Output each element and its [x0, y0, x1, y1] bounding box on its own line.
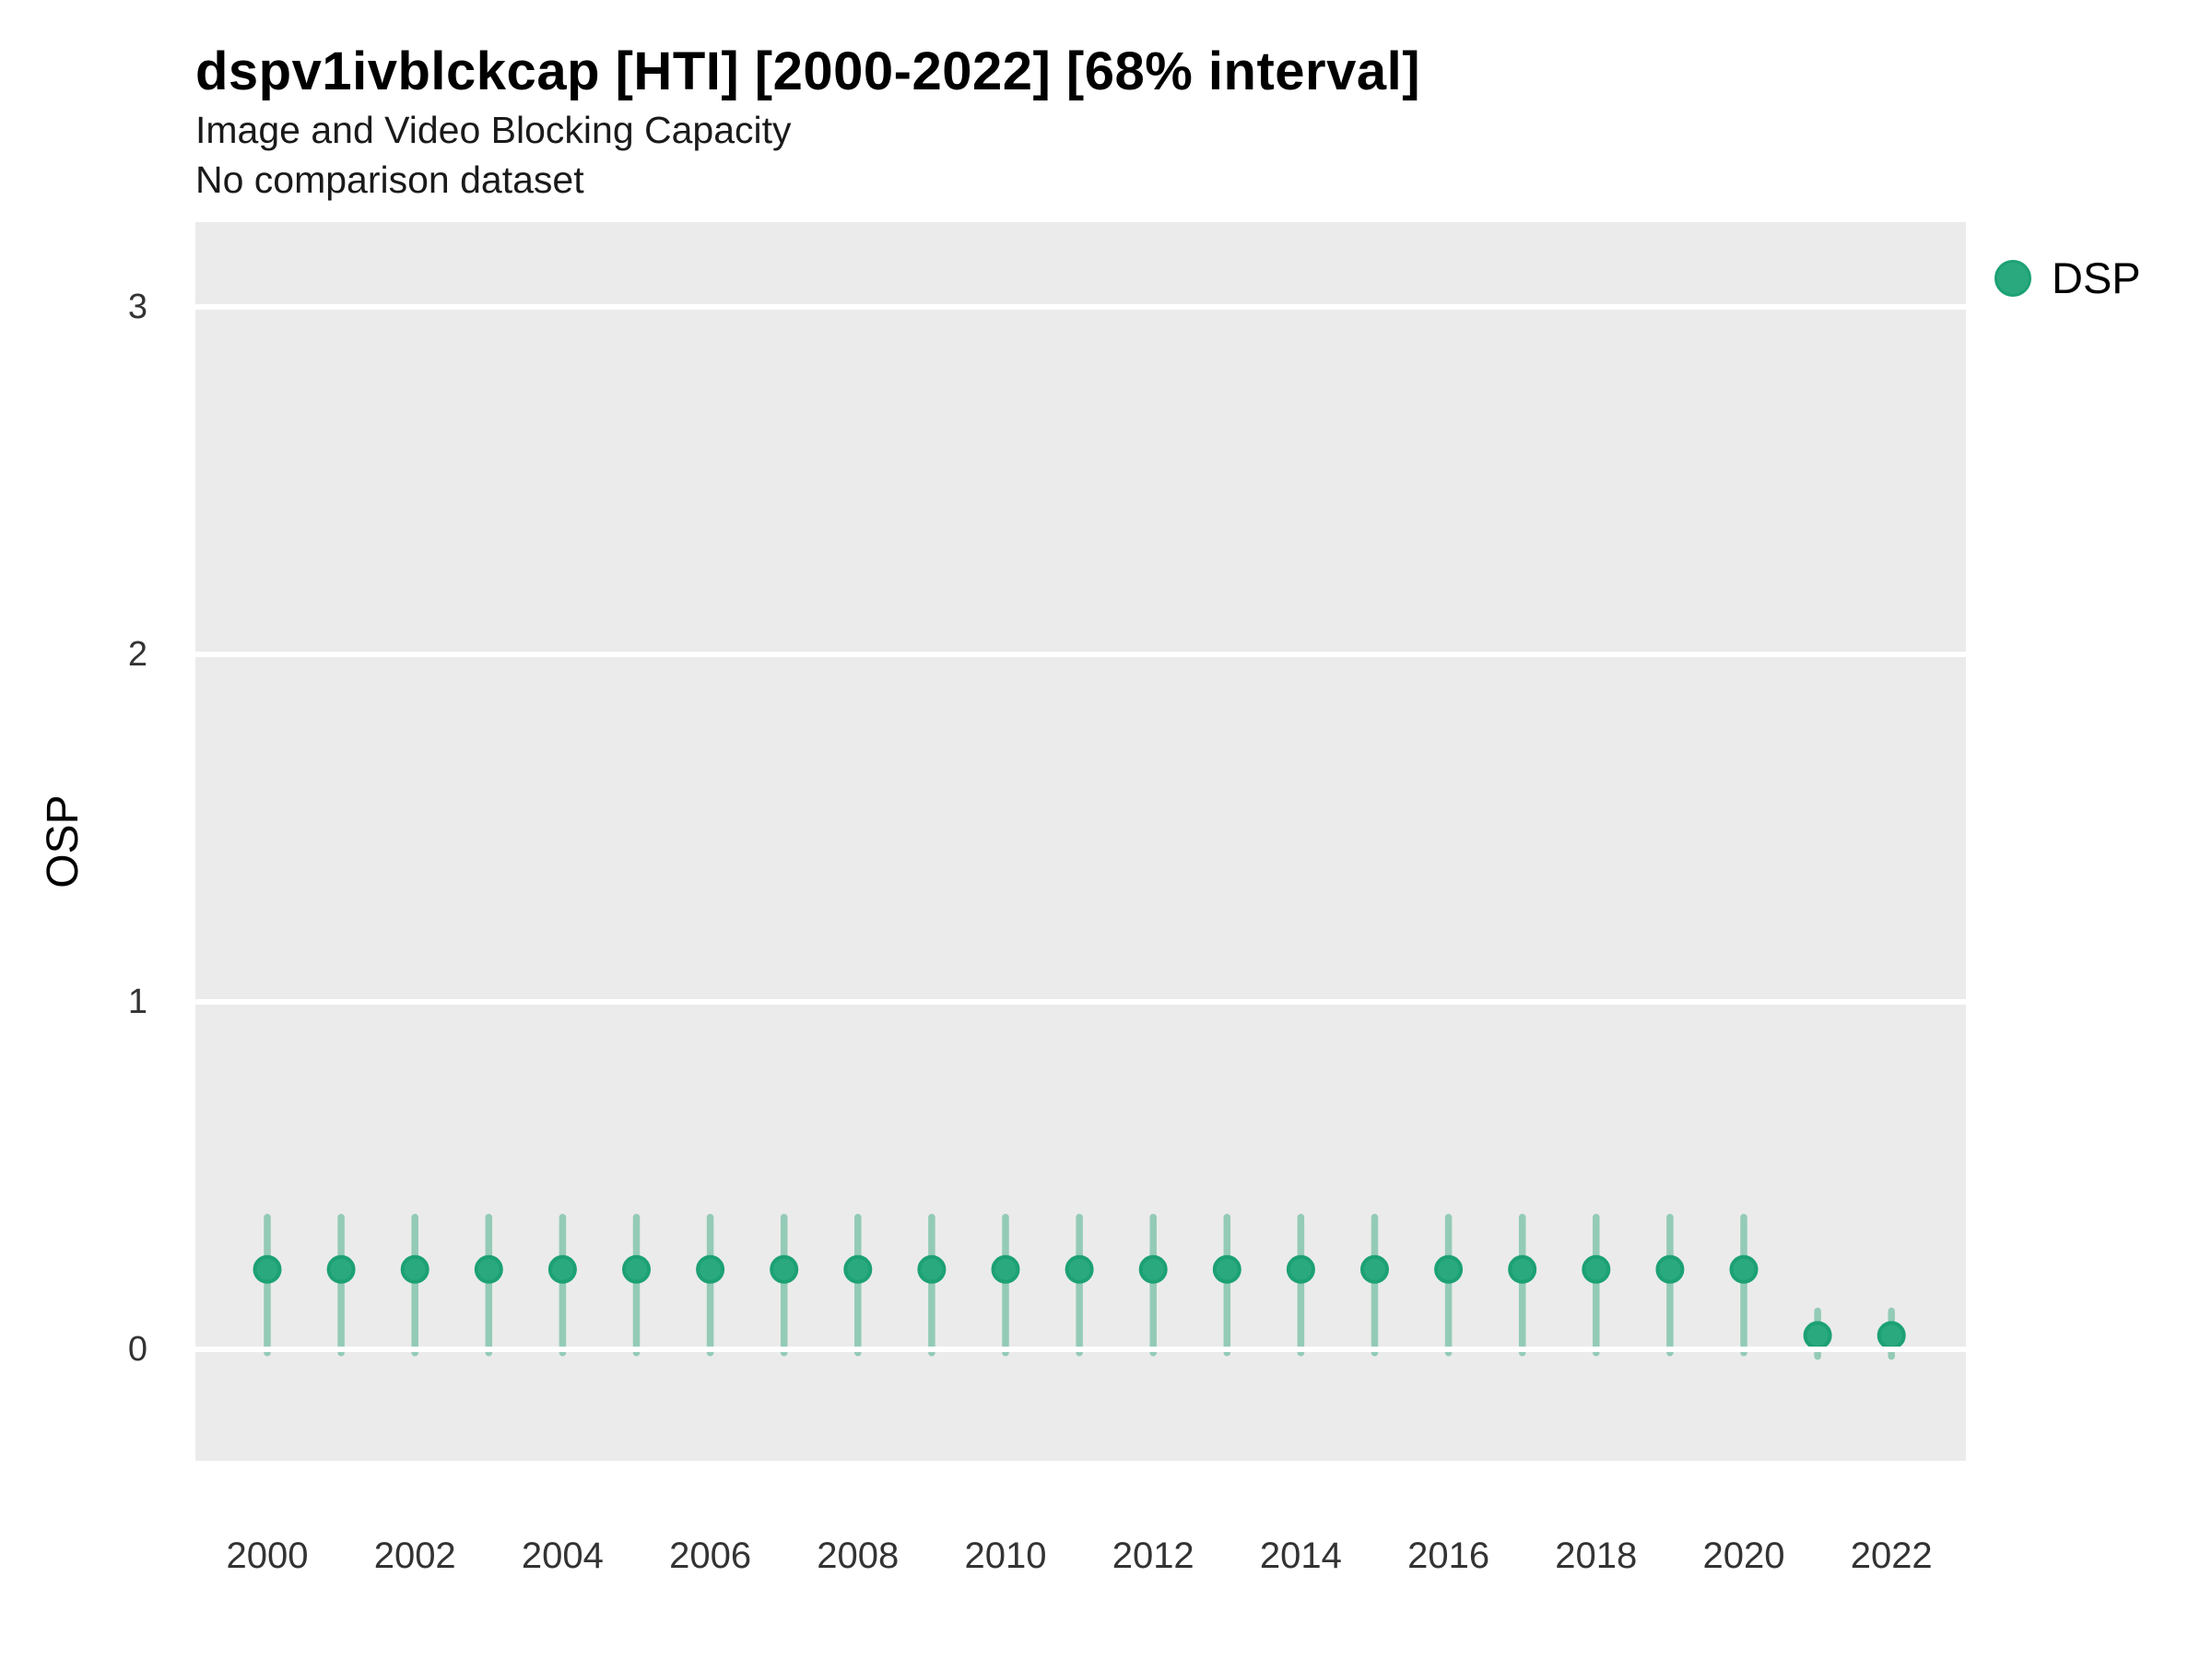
x-tick-label-2008: 2008	[817, 1535, 900, 1576]
gridline-y-2	[195, 652, 1966, 657]
legend: DSP	[1991, 251, 2203, 306]
data-point-2021	[1803, 1321, 1832, 1350]
data-point-2005	[622, 1254, 651, 1284]
data-point-2010	[991, 1254, 1020, 1284]
data-point-2007	[770, 1254, 799, 1284]
data-point-2009	[917, 1254, 947, 1284]
data-point-2002	[400, 1254, 429, 1284]
data-point-2012	[1138, 1254, 1168, 1284]
x-tick-label-2018: 2018	[1555, 1535, 1638, 1576]
y-tick-label-3: 3	[127, 288, 147, 326]
data-point-2004	[547, 1254, 577, 1284]
plot-panel	[195, 222, 1966, 1461]
chart-note: No comparison dataset	[195, 159, 584, 201]
legend-label: DSP	[2052, 253, 2141, 302]
data-point-2006	[696, 1254, 725, 1284]
data-point-2001	[326, 1254, 356, 1284]
x-tick-label-2014: 2014	[1259, 1535, 1342, 1576]
chart-subtitle: Image and Video Blocking Capacity	[195, 109, 792, 151]
data-point-2018	[1582, 1254, 1611, 1284]
gridline-y-1	[195, 999, 1966, 1005]
y-tick-label-2: 2	[127, 635, 147, 674]
x-tick-label-2000: 2000	[226, 1535, 309, 1576]
data-point-2015	[1360, 1254, 1389, 1284]
x-tick-label-2010: 2010	[964, 1535, 1047, 1576]
data-point-2016	[1434, 1254, 1464, 1284]
data-point-2011	[1065, 1254, 1094, 1284]
data-point-2022	[1877, 1321, 1906, 1350]
x-tick-label-2022: 2022	[1850, 1535, 1933, 1576]
x-tick-label-2020: 2020	[1702, 1535, 1785, 1576]
chart-title: dspv1ivblckcap [HTI] [2000-2022] [68% in…	[195, 41, 1421, 101]
data-point-2014	[1286, 1254, 1315, 1284]
x-tick-label-2004: 2004	[521, 1535, 604, 1576]
y-tick-label-0: 0	[127, 1330, 147, 1369]
data-point-2003	[474, 1254, 503, 1284]
y-tick-label-1: 1	[127, 982, 147, 1021]
x-tick-label-2016: 2016	[1407, 1535, 1490, 1576]
data-point-2020	[1729, 1254, 1759, 1284]
x-tick-label-2012: 2012	[1112, 1535, 1194, 1576]
data-point-2008	[843, 1254, 873, 1284]
y-axis-title: OSP	[39, 794, 88, 888]
data-point-2000	[253, 1254, 282, 1284]
data-point-2013	[1212, 1254, 1241, 1284]
pointrange-layer	[253, 1213, 1906, 1360]
gridline-y-3	[195, 304, 1966, 310]
legend-point-icon	[1994, 260, 2031, 297]
x-tick-label-2002: 2002	[373, 1535, 456, 1576]
data-point-2017	[1508, 1254, 1537, 1284]
x-tick-label-2006: 2006	[669, 1535, 752, 1576]
gridline-y-0	[195, 1347, 1966, 1352]
data-point-2019	[1655, 1254, 1685, 1284]
